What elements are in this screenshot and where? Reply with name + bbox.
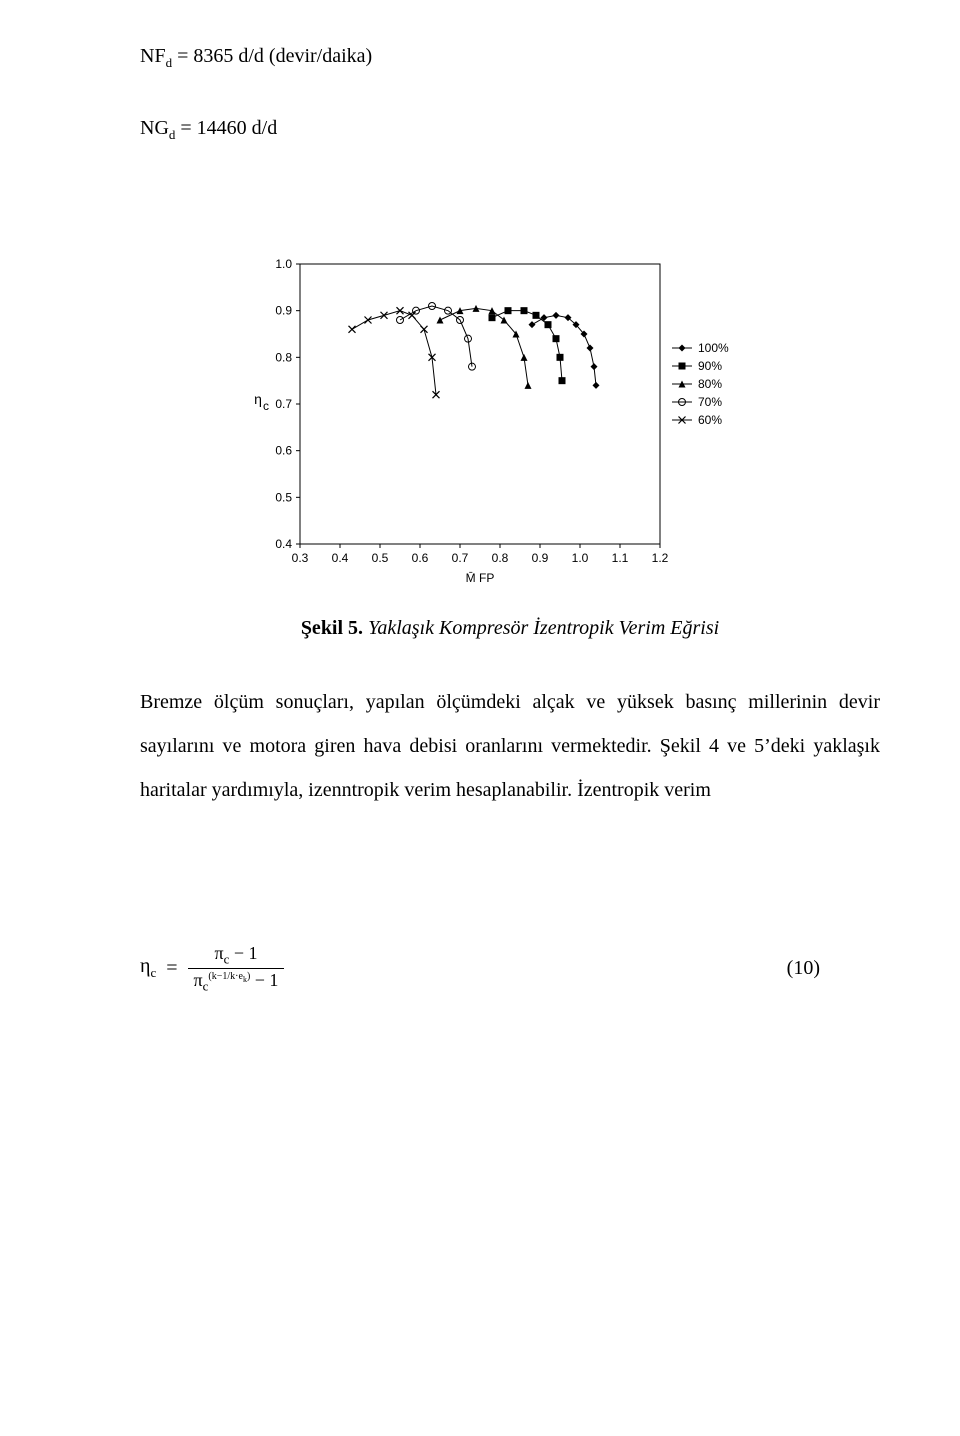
body-paragraph: Bremze ölçüm sonuçları, yapılan ölçümdek… <box>140 680 880 812</box>
svg-text:0.7: 0.7 <box>275 397 292 411</box>
svg-text:c: c <box>263 399 269 413</box>
nf-value: 8365 d/d (devir/daika) <box>193 45 372 67</box>
svg-text:0.7: 0.7 <box>452 551 469 565</box>
efficiency-chart: 0.40.50.60.70.80.91.00.30.40.50.60.70.80… <box>240 254 780 640</box>
svg-text:1.1: 1.1 <box>612 551 629 565</box>
equation-10: ηc = πc − 1 πc(k−1/k·ek) − 1 (10) <box>140 942 880 995</box>
svg-text:0.5: 0.5 <box>275 490 292 504</box>
caption-text: Yaklaşık Kompresör İzentropik Verim Eğri… <box>363 617 719 639</box>
equation-number: (10) <box>787 957 880 980</box>
svg-text:1.0: 1.0 <box>572 551 589 565</box>
svg-text:0.6: 0.6 <box>275 443 292 457</box>
svg-text:0.9: 0.9 <box>532 551 549 565</box>
svg-text:0.9: 0.9 <box>275 303 292 317</box>
svg-text:60%: 60% <box>698 413 722 427</box>
svg-text:70%: 70% <box>698 395 722 409</box>
svg-text:0.4: 0.4 <box>275 537 292 551</box>
formula-eq: = <box>166 957 177 980</box>
svg-text:1.2: 1.2 <box>652 551 669 565</box>
svg-text:0.8: 0.8 <box>492 551 509 565</box>
svg-text:0.4: 0.4 <box>332 551 349 565</box>
svg-text:80%: 80% <box>698 377 722 391</box>
svg-text:90%: 90% <box>698 359 722 373</box>
formula-fraction: πc − 1 πc(k−1/k·ek) − 1 <box>188 942 285 995</box>
svg-text:0.6: 0.6 <box>412 551 429 565</box>
svg-text:1.0: 1.0 <box>275 257 292 271</box>
caption-prefix: Şekil 5. <box>301 617 363 639</box>
svg-text:0.3: 0.3 <box>292 551 309 565</box>
svg-text:η: η <box>254 391 262 407</box>
formula-numerator: πc − 1 <box>208 942 263 968</box>
ng-line: NGd = 14460 d/d <box>140 112 880 146</box>
svg-text:M̄ FP: M̄ FP <box>466 571 495 585</box>
svg-text:0.8: 0.8 <box>275 350 292 364</box>
formula-lhs: ηc <box>140 955 156 981</box>
formula-denominator: πc(k−1/k·ek) − 1 <box>188 969 285 995</box>
nf-line: NFd = 8365 d/d (devir/daika) <box>140 40 880 74</box>
figure-caption: Şekil 5. Yaklaşık Kompresör İzentropik V… <box>240 617 780 640</box>
ng-value: 14460 d/d <box>197 117 278 139</box>
svg-text:100%: 100% <box>698 341 729 355</box>
svg-text:0.5: 0.5 <box>372 551 389 565</box>
